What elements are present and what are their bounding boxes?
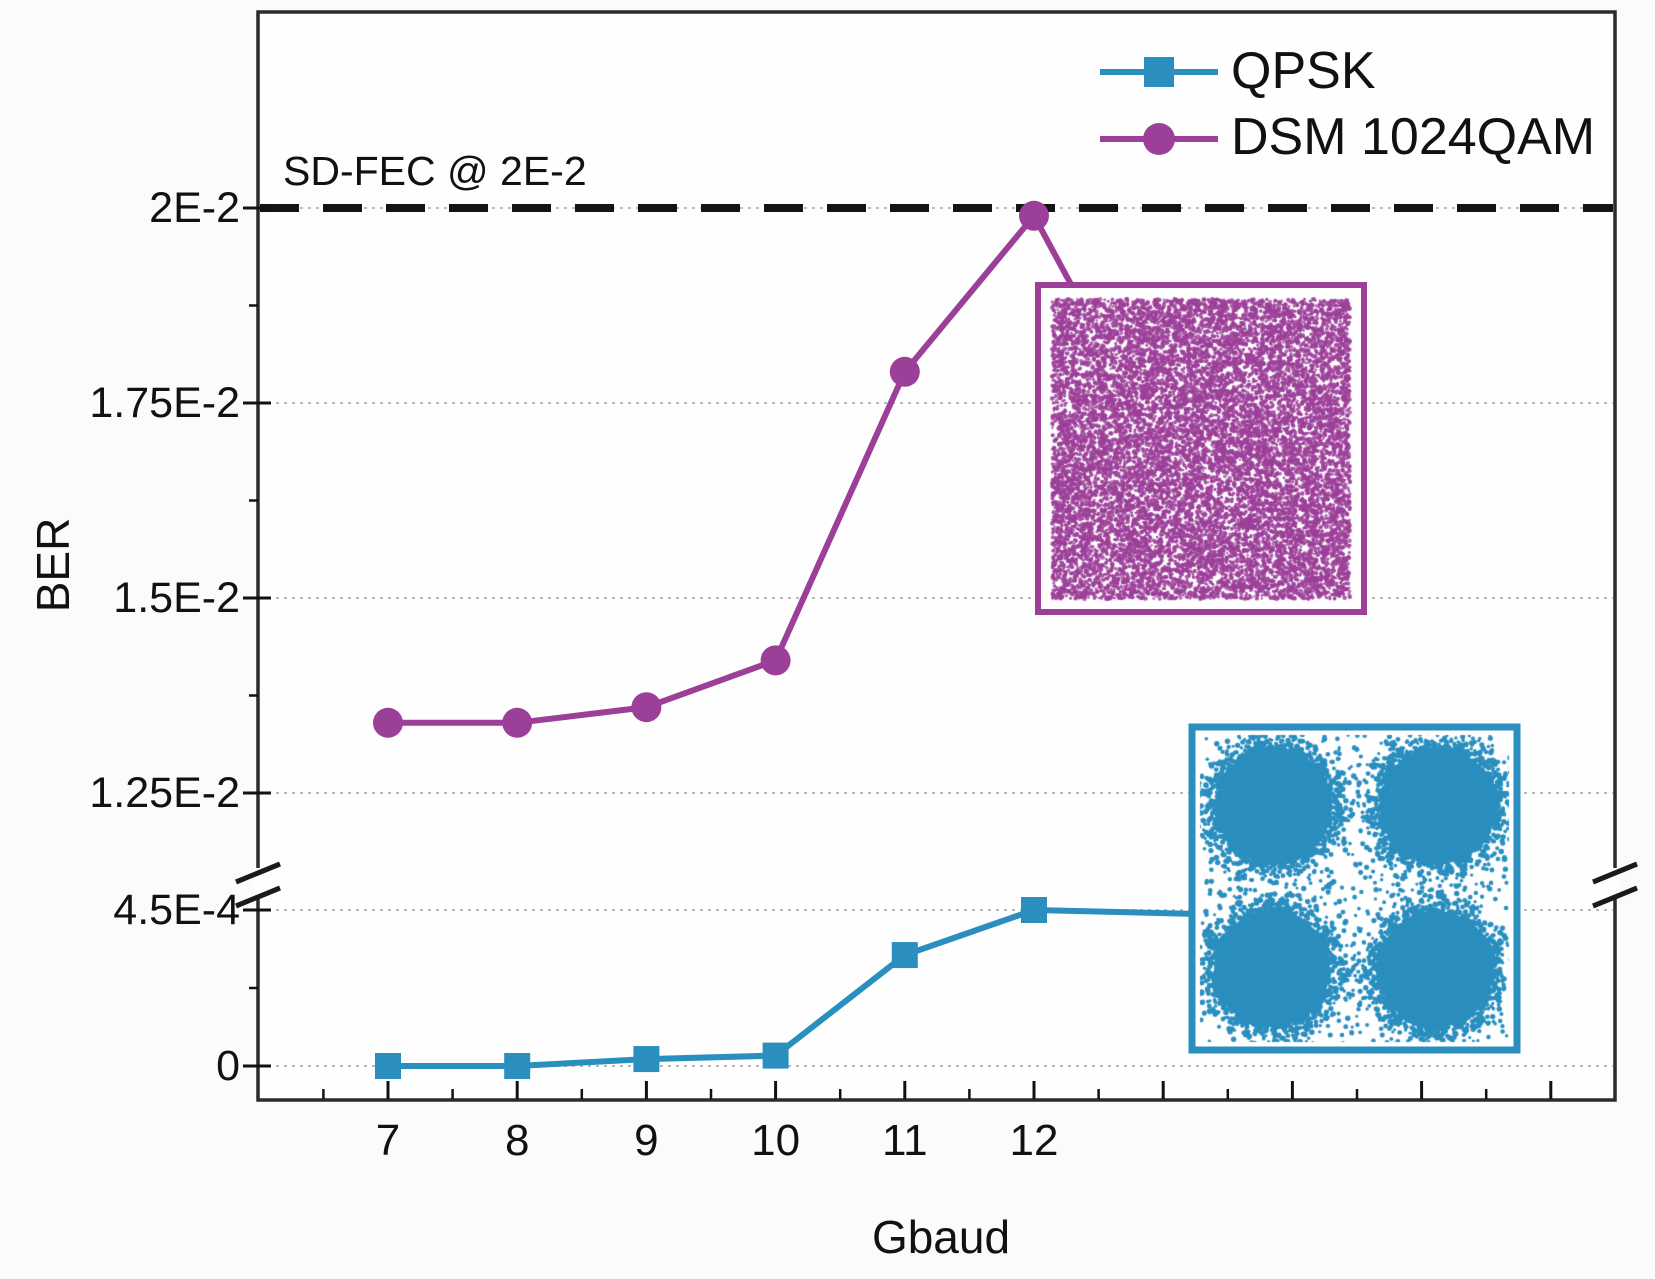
x-axis-title: Gbaud	[871, 1211, 1011, 1263]
y-tick-label-1.75E-2: 1.75E-2	[89, 379, 240, 427]
x-tick-label-9: 9	[634, 1116, 659, 1165]
x-tick-label-7: 7	[375, 1116, 401, 1165]
y-tick-label-0: 0	[216, 1042, 240, 1090]
y-axis-title: BER	[27, 517, 79, 613]
x-tick-label-10: 10	[751, 1116, 801, 1165]
legend-label-qpsk: QPSK	[1231, 42, 1376, 100]
y-tick-label-1.25E-2: 1.25E-2	[89, 769, 240, 817]
y-tick-label-4.5E-4: 4.5E-4	[113, 886, 240, 934]
legend-label-dsm-1024qam: DSM 1024QAM	[1231, 108, 1596, 166]
sdfec-threshold-annotation: SD-FEC @ 2E-2	[283, 148, 587, 194]
x-tick-label-11: 11	[881, 1116, 928, 1165]
y-tick-label-2E-2: 2E-2	[149, 184, 240, 232]
x-tick-label-8: 8	[504, 1116, 530, 1165]
y-tick-label-1.5E-2: 1.5E-2	[113, 574, 240, 622]
x-tick-label-12: 12	[1009, 1116, 1059, 1165]
